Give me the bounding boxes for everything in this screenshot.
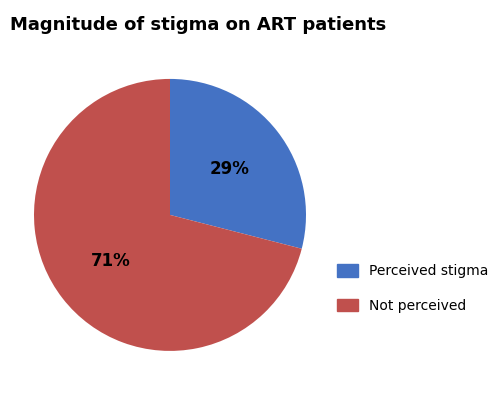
Wedge shape bbox=[34, 79, 301, 351]
Text: 71%: 71% bbox=[91, 252, 131, 270]
Wedge shape bbox=[170, 79, 306, 249]
Legend: Perceived stigma, Not perceived: Perceived stigma, Not perceived bbox=[332, 259, 494, 318]
Text: Magnitude of stigma on ART patients: Magnitude of stigma on ART patients bbox=[10, 16, 386, 34]
Text: 29%: 29% bbox=[209, 160, 249, 178]
